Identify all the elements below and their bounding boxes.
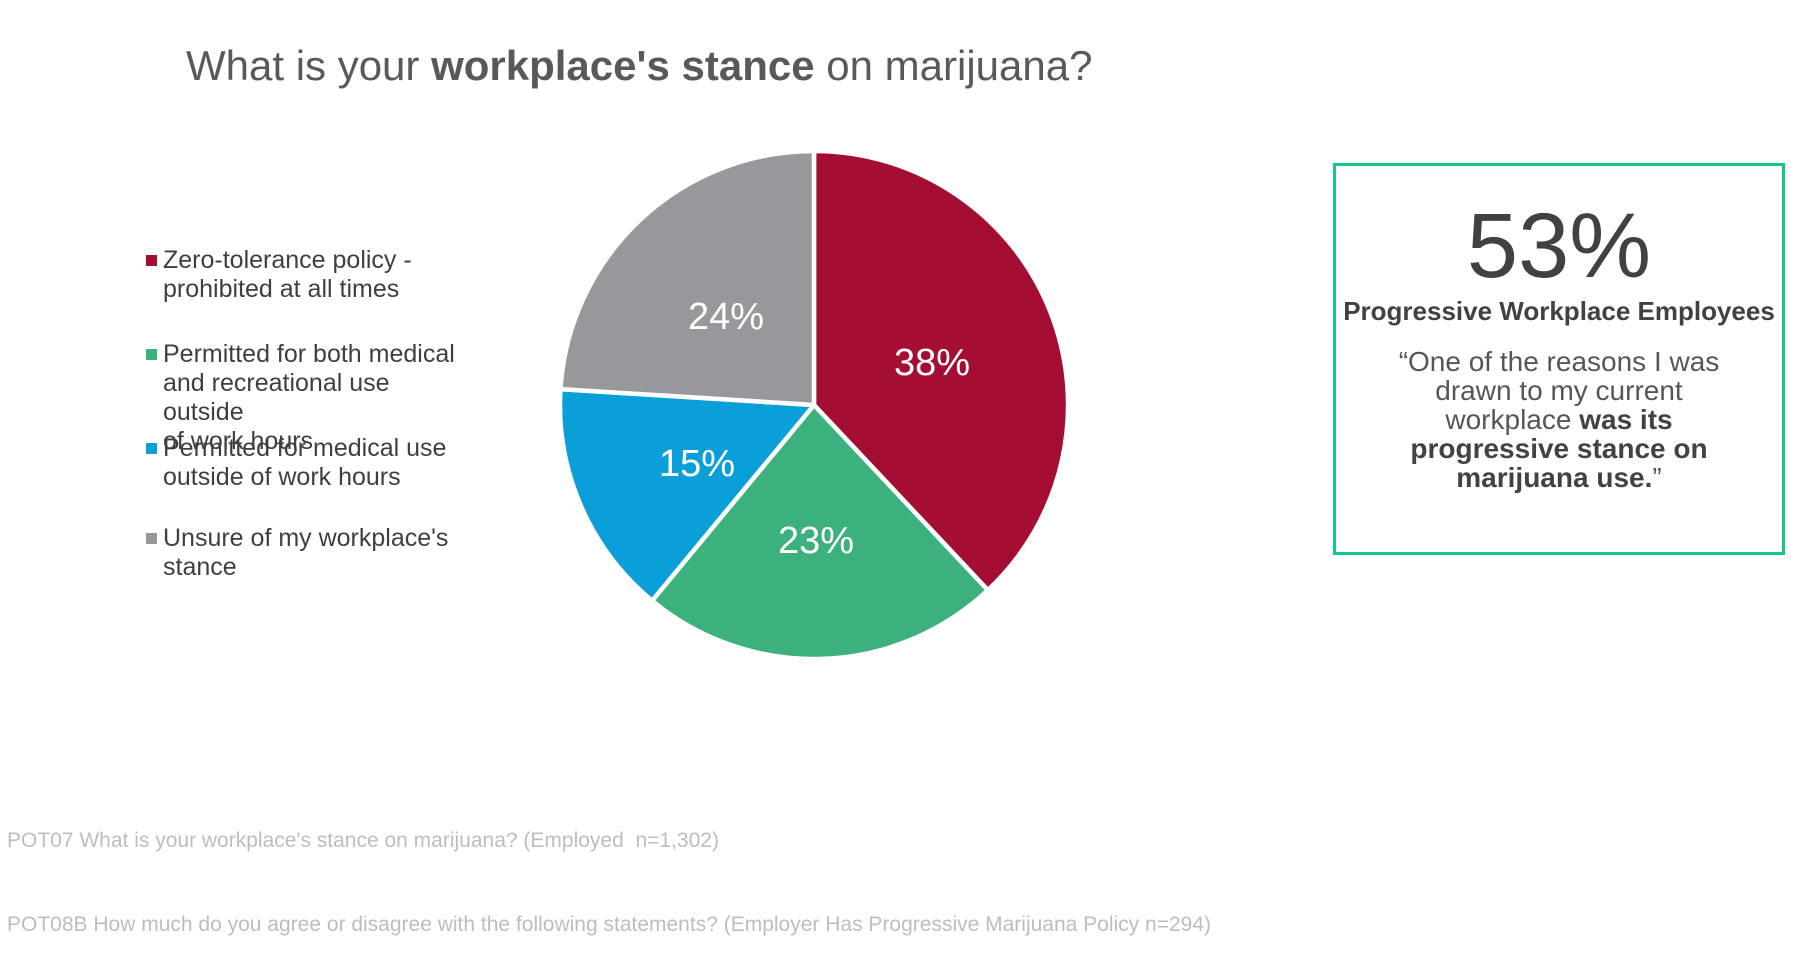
pie-chart: 38% 23% 15% 24% — [557, 148, 1071, 662]
quote-segment: marijuana use. — [1456, 461, 1653, 493]
legend-label: Zero-tolerance policy - prohibited at al… — [163, 246, 412, 303]
pie-slice-23 — [649, 402, 991, 662]
stat-value: 53% — [1466, 195, 1652, 297]
pie-slice-label: 24% — [688, 296, 764, 338]
legend-item: Zero-tolerance policy - prohibited at al… — [146, 246, 412, 304]
quote-segment: progressive stance on — [1410, 432, 1708, 464]
quote-segment: “One of the reasons I was — [1398, 345, 1720, 377]
footnote-line-1: POT07 What is your workplace's stance on… — [7, 829, 719, 852]
stat-quote: “One of the reasons I was drawn to my cur… — [1336, 347, 1782, 492]
stat-label: Progressive Workplace Employees — [1343, 296, 1775, 326]
stat-callout-box: 53% Progressive Workplace Employees “One… — [1333, 163, 1785, 555]
legend-swatch-icon — [146, 255, 157, 266]
pie-slice-label: 38% — [894, 342, 970, 384]
quote-segment: drawn to my current — [1435, 374, 1683, 406]
quote-segment: ” — [1652, 461, 1662, 493]
legend-item: Permitted for both medical and recreatio… — [146, 340, 466, 456]
quote-segment: was its — [1579, 403, 1673, 435]
legend-swatch-icon — [146, 349, 157, 360]
footnote-line-2: POT08B How much do you agree or disagree… — [7, 913, 1211, 936]
quote-segment: workplace — [1445, 403, 1580, 435]
source-footnote: POT07 What is your workplace's stance on… — [7, 771, 1211, 967]
legend-label: Permitted for both medical and recreatio… — [163, 340, 455, 455]
title-segment: What is your — [186, 42, 432, 89]
legend-item: Unsure of my workplace's stance — [146, 524, 448, 582]
pie-slice-label: 15% — [659, 443, 735, 485]
page-title: What is your workplace's stance on marij… — [186, 42, 1092, 90]
pie-slice-label: 23% — [778, 520, 854, 562]
legend-item: Permitted for medical use outside of wor… — [146, 434, 446, 492]
title-segment: workplace's stance — [431, 42, 815, 89]
legend-swatch-icon — [146, 443, 157, 454]
pie-slice-24 — [558, 148, 817, 408]
legend-swatch-icon — [146, 533, 157, 544]
legend-label: Permitted for medical use outside of wor… — [163, 434, 447, 491]
legend-label: Unsure of my workplace's stance — [163, 524, 449, 581]
pie-slice-15 — [557, 386, 817, 603]
pie-slice-38 — [811, 148, 1071, 593]
title-segment: on marijuana? — [814, 42, 1093, 89]
